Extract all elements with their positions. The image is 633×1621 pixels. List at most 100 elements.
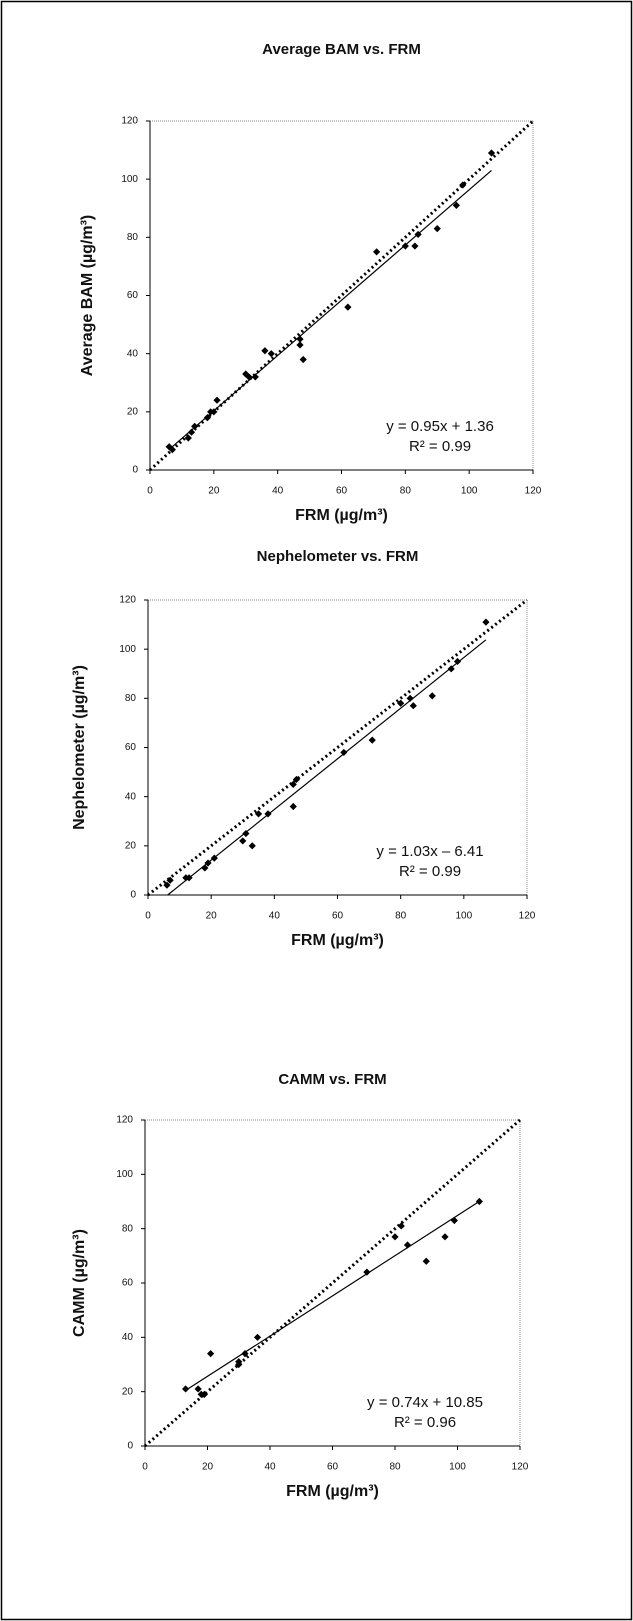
data-point bbox=[414, 230, 422, 239]
data-point bbox=[344, 303, 352, 311]
data-point bbox=[391, 1233, 399, 1241]
data-point bbox=[261, 347, 269, 355]
data-point bbox=[299, 355, 307, 364]
y-tick-label: 80 bbox=[122, 1223, 134, 1234]
data-point bbox=[447, 665, 455, 673]
data-point bbox=[213, 396, 221, 404]
y-axis-label: CAMM (µg/m³) bbox=[71, 1229, 88, 1337]
x-tick-label: 80 bbox=[400, 486, 412, 497]
data-point bbox=[251, 373, 259, 381]
y-tick-label: 80 bbox=[125, 693, 137, 704]
y-tick-label: 20 bbox=[125, 840, 137, 851]
data-point bbox=[168, 446, 176, 454]
data-point bbox=[210, 854, 218, 862]
reference-line bbox=[147, 598, 528, 897]
annotation: y = 0.74x + 10.85 bbox=[367, 1394, 483, 1411]
y-tick-label: 100 bbox=[119, 644, 136, 655]
data-point bbox=[433, 225, 441, 233]
data-point bbox=[239, 837, 247, 845]
annotation: y = 1.03x – 6.41 bbox=[376, 843, 483, 860]
data-point bbox=[235, 1358, 243, 1366]
data-point bbox=[248, 842, 256, 850]
x-tick-label: 0 bbox=[145, 911, 151, 922]
chart-title: Nephelometer vs. FRM bbox=[257, 548, 419, 565]
annotation: R² = 0.96 bbox=[394, 1414, 456, 1431]
x-tick-label: 40 bbox=[272, 486, 284, 497]
y-tick-label: 20 bbox=[122, 1386, 134, 1397]
y-tick-label: 80 bbox=[127, 232, 139, 243]
data-point bbox=[428, 692, 436, 700]
x-tick-label: 120 bbox=[512, 1462, 529, 1473]
data-point bbox=[487, 149, 496, 157]
y-tick-label: 120 bbox=[119, 595, 136, 606]
data-point bbox=[401, 242, 409, 250]
x-tick-label: 80 bbox=[395, 911, 407, 922]
data-point bbox=[182, 1385, 190, 1393]
data-point bbox=[452, 201, 460, 209]
data-point bbox=[241, 1350, 249, 1358]
y-tick-label: 40 bbox=[127, 348, 139, 359]
data-point bbox=[397, 699, 405, 707]
data-point bbox=[194, 1385, 202, 1393]
y-tick-label: 0 bbox=[132, 465, 138, 476]
chart-title: Average BAM vs. FRM bbox=[262, 41, 421, 58]
data-point bbox=[185, 874, 193, 882]
data-point bbox=[441, 1233, 449, 1241]
data-point bbox=[184, 434, 192, 442]
data-point bbox=[289, 780, 297, 788]
y-tick-label: 0 bbox=[127, 1441, 133, 1452]
data-point bbox=[201, 864, 209, 872]
data-point bbox=[422, 1257, 430, 1265]
x-tick-label: 60 bbox=[332, 911, 344, 922]
data-point bbox=[289, 802, 297, 811]
data-point bbox=[163, 881, 171, 889]
data-point bbox=[207, 1350, 215, 1358]
x-axis-label: FRM (µg/m³) bbox=[286, 1483, 379, 1500]
data-point bbox=[245, 373, 253, 381]
data-point bbox=[340, 748, 348, 757]
y-tick-label: 60 bbox=[127, 290, 139, 301]
data-point bbox=[368, 736, 376, 744]
annotation: y = 0.95x + 1.36 bbox=[386, 418, 494, 435]
data-point bbox=[450, 1216, 458, 1225]
data-point bbox=[475, 1197, 483, 1206]
x-tick-label: 100 bbox=[461, 486, 478, 497]
y-tick-label: 120 bbox=[116, 1115, 133, 1126]
data-point bbox=[482, 618, 490, 626]
data-point bbox=[409, 702, 417, 710]
data-point bbox=[296, 335, 304, 343]
y-tick-label: 40 bbox=[122, 1332, 134, 1343]
data-point bbox=[296, 341, 304, 349]
y-tick-label: 100 bbox=[116, 1169, 133, 1180]
x-tick-label: 120 bbox=[519, 911, 536, 922]
y-axis-label: Average BAM (µg/m³) bbox=[79, 215, 96, 377]
x-axis-label: FRM (µg/m³) bbox=[295, 507, 388, 524]
x-tick-label: 60 bbox=[336, 486, 348, 497]
data-point bbox=[403, 1241, 412, 1249]
y-tick-label: 120 bbox=[121, 116, 138, 127]
x-tick-label: 40 bbox=[269, 911, 281, 922]
x-tick-label: 100 bbox=[455, 911, 472, 922]
data-point bbox=[406, 694, 414, 702]
data-point bbox=[200, 1390, 208, 1398]
data-point bbox=[363, 1268, 371, 1276]
x-tick-label: 20 bbox=[206, 911, 218, 922]
y-axis-label: Nephelometer (µg/m³) bbox=[71, 665, 88, 830]
x-tick-label: 100 bbox=[449, 1462, 466, 1473]
y-tick-label: 100 bbox=[121, 174, 138, 185]
x-tick-label: 0 bbox=[147, 486, 153, 497]
data-point bbox=[242, 370, 250, 378]
y-tick-label: 0 bbox=[130, 890, 136, 901]
chart-title: CAMM vs. FRM bbox=[278, 1071, 386, 1088]
x-tick-label: 120 bbox=[525, 486, 542, 497]
y-tick-label: 60 bbox=[125, 742, 137, 753]
data-point bbox=[267, 350, 275, 358]
trendline bbox=[168, 169, 492, 450]
data-point bbox=[459, 181, 467, 189]
x-tick-label: 20 bbox=[202, 1462, 214, 1473]
data-point bbox=[254, 810, 263, 818]
y-tick-label: 60 bbox=[122, 1278, 134, 1289]
data-point bbox=[397, 1222, 405, 1230]
x-tick-label: 0 bbox=[142, 1462, 148, 1473]
